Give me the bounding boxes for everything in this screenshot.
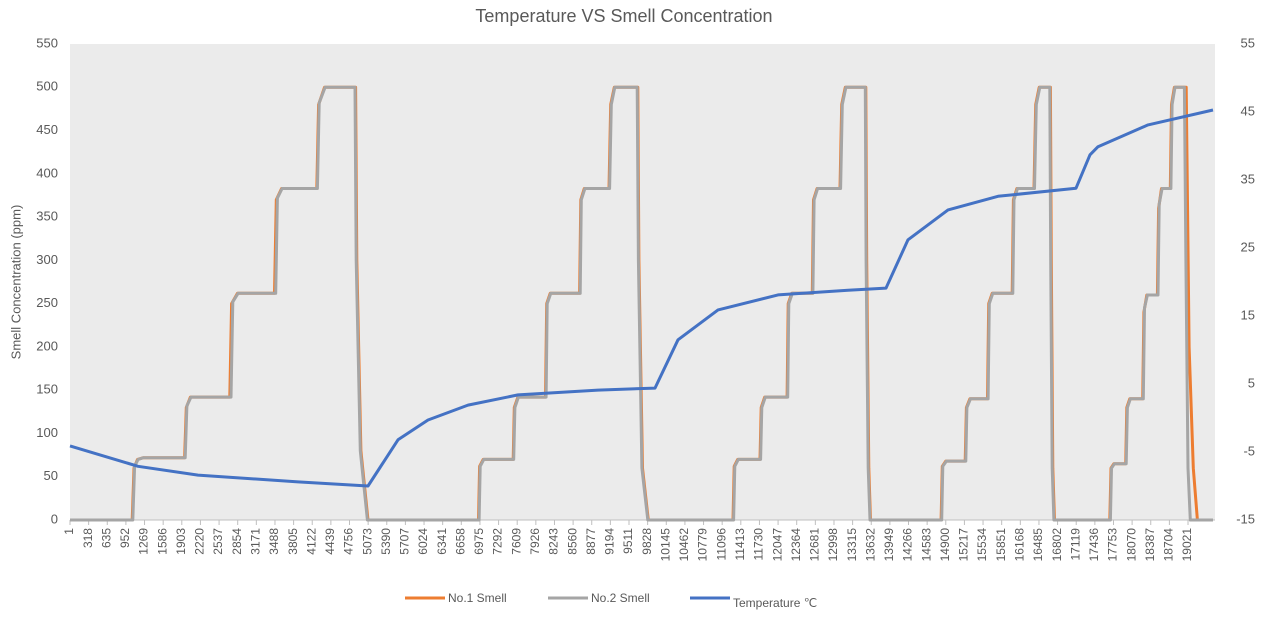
y2-tick-label: -5 — [1243, 443, 1255, 458]
x-tick-label: 2854 — [230, 528, 244, 555]
y-tick-label: 400 — [36, 165, 58, 180]
y2-tick-label: 55 — [1241, 35, 1255, 50]
x-tick-label: 8877 — [584, 528, 598, 555]
x-tick-label: 7609 — [509, 528, 523, 555]
x-tick-label: 12998 — [826, 528, 840, 562]
x-tick-label: 7292 — [491, 528, 505, 555]
x-tick-label: 5073 — [360, 528, 374, 555]
x-tick-label: 635 — [99, 528, 113, 548]
x-tick-label: 9828 — [640, 528, 654, 555]
y2-tick-label: 25 — [1241, 239, 1255, 254]
y-tick-label: 0 — [51, 511, 58, 526]
y-tick-label: 450 — [36, 122, 58, 137]
y2-tick-label: -15 — [1236, 511, 1255, 526]
x-tick-label: 11730 — [752, 528, 766, 561]
x-tick-label: 9511 — [621, 528, 635, 554]
x-tick-label: 16168 — [1012, 528, 1026, 562]
x-tick-label: 16802 — [1050, 528, 1064, 562]
y-tick-label: 500 — [36, 79, 58, 94]
y-tick-label: 550 — [36, 35, 58, 50]
x-tick-label: 3805 — [286, 528, 300, 555]
x-tick-label: 1269 — [137, 528, 151, 555]
chart-title: Temperature VS Smell Concentration — [475, 6, 772, 26]
x-tick-label: 9194 — [603, 528, 617, 555]
x-tick-label: 4122 — [304, 528, 318, 555]
x-tick-label: 15217 — [957, 528, 971, 562]
x-tick-label: 18070 — [1124, 528, 1138, 562]
x-tick-label: 10462 — [677, 528, 691, 562]
x-tick-label: 10779 — [696, 528, 710, 562]
x-tick-label: 2537 — [211, 528, 225, 555]
x-tick-label: 17753 — [1106, 528, 1120, 562]
x-tick-label: 5390 — [379, 528, 393, 555]
y-tick-label: 50 — [44, 468, 58, 483]
x-tick-label: 6024 — [416, 528, 430, 555]
x-tick-label: 14583 — [919, 528, 933, 562]
x-tick-label: 13632 — [863, 528, 877, 562]
x-tick-label: 12364 — [789, 528, 803, 562]
x-tick-label: 8560 — [565, 528, 579, 555]
x-tick-label: 12681 — [808, 528, 822, 562]
x-tick-label: 1586 — [155, 528, 169, 555]
x-tick-label: 3488 — [267, 528, 281, 555]
x-tick-label: 4439 — [323, 528, 337, 555]
y-axis-title: Smell Concentration (ppm) — [8, 205, 23, 360]
x-tick-label: 16485 — [1031, 528, 1045, 562]
x-tick-label: 13949 — [882, 528, 896, 562]
y-tick-label: 100 — [36, 425, 58, 440]
x-tick-label: 11413 — [733, 528, 747, 561]
x-tick-label: 7926 — [528, 528, 542, 555]
x-tick-label: 8243 — [547, 528, 561, 555]
x-tick-label: 3171 — [249, 528, 263, 555]
x-tick-label: 19021 — [1180, 528, 1194, 562]
x-tick-label: 17436 — [1087, 528, 1101, 562]
y-tick-label: 200 — [36, 338, 58, 353]
x-tick-label: 18387 — [1143, 528, 1157, 562]
y2-tick-label: 15 — [1241, 307, 1255, 322]
x-tick-label: 952 — [118, 528, 132, 548]
x-tick-label: 6658 — [453, 528, 467, 555]
x-tick-label: 1903 — [174, 528, 188, 555]
legend-label: Temperature ℃ — [733, 596, 817, 610]
y2-tick-label: 35 — [1241, 171, 1255, 186]
y-tick-label: 150 — [36, 382, 58, 397]
series-line — [69, 108, 1214, 488]
x-tick-label: 13315 — [845, 528, 859, 562]
x-tick-label: 11096 — [714, 528, 728, 561]
x-tick-label: 4756 — [342, 528, 356, 555]
x-tick-label: 15851 — [994, 528, 1008, 562]
y-tick-label: 250 — [36, 295, 58, 310]
x-tick-label: 10145 — [658, 528, 672, 562]
y2-tick-label: 45 — [1241, 103, 1255, 118]
x-tick-label: 2220 — [193, 528, 207, 555]
y-tick-label: 300 — [36, 252, 58, 267]
x-tick-label: 318 — [81, 528, 95, 548]
y2-tick-label: 5 — [1248, 375, 1255, 390]
x-tick-label: 14900 — [938, 528, 952, 562]
x-tick-label: 12047 — [770, 528, 784, 562]
x-tick-label: 17119 — [1068, 528, 1082, 561]
legend-label: No.2 Smell — [591, 591, 650, 605]
legend-label: No.1 Smell — [448, 591, 507, 605]
x-tick-label: 5707 — [398, 528, 412, 555]
y-tick-label: 350 — [36, 209, 58, 224]
x-tick-label: 1 — [62, 528, 76, 535]
x-tick-label: 14266 — [901, 528, 915, 562]
x-tick-label: 15534 — [975, 528, 989, 562]
x-tick-label: 18704 — [1162, 528, 1176, 562]
x-tick-label: 6975 — [472, 528, 486, 555]
x-tick-label: 6341 — [435, 528, 449, 555]
